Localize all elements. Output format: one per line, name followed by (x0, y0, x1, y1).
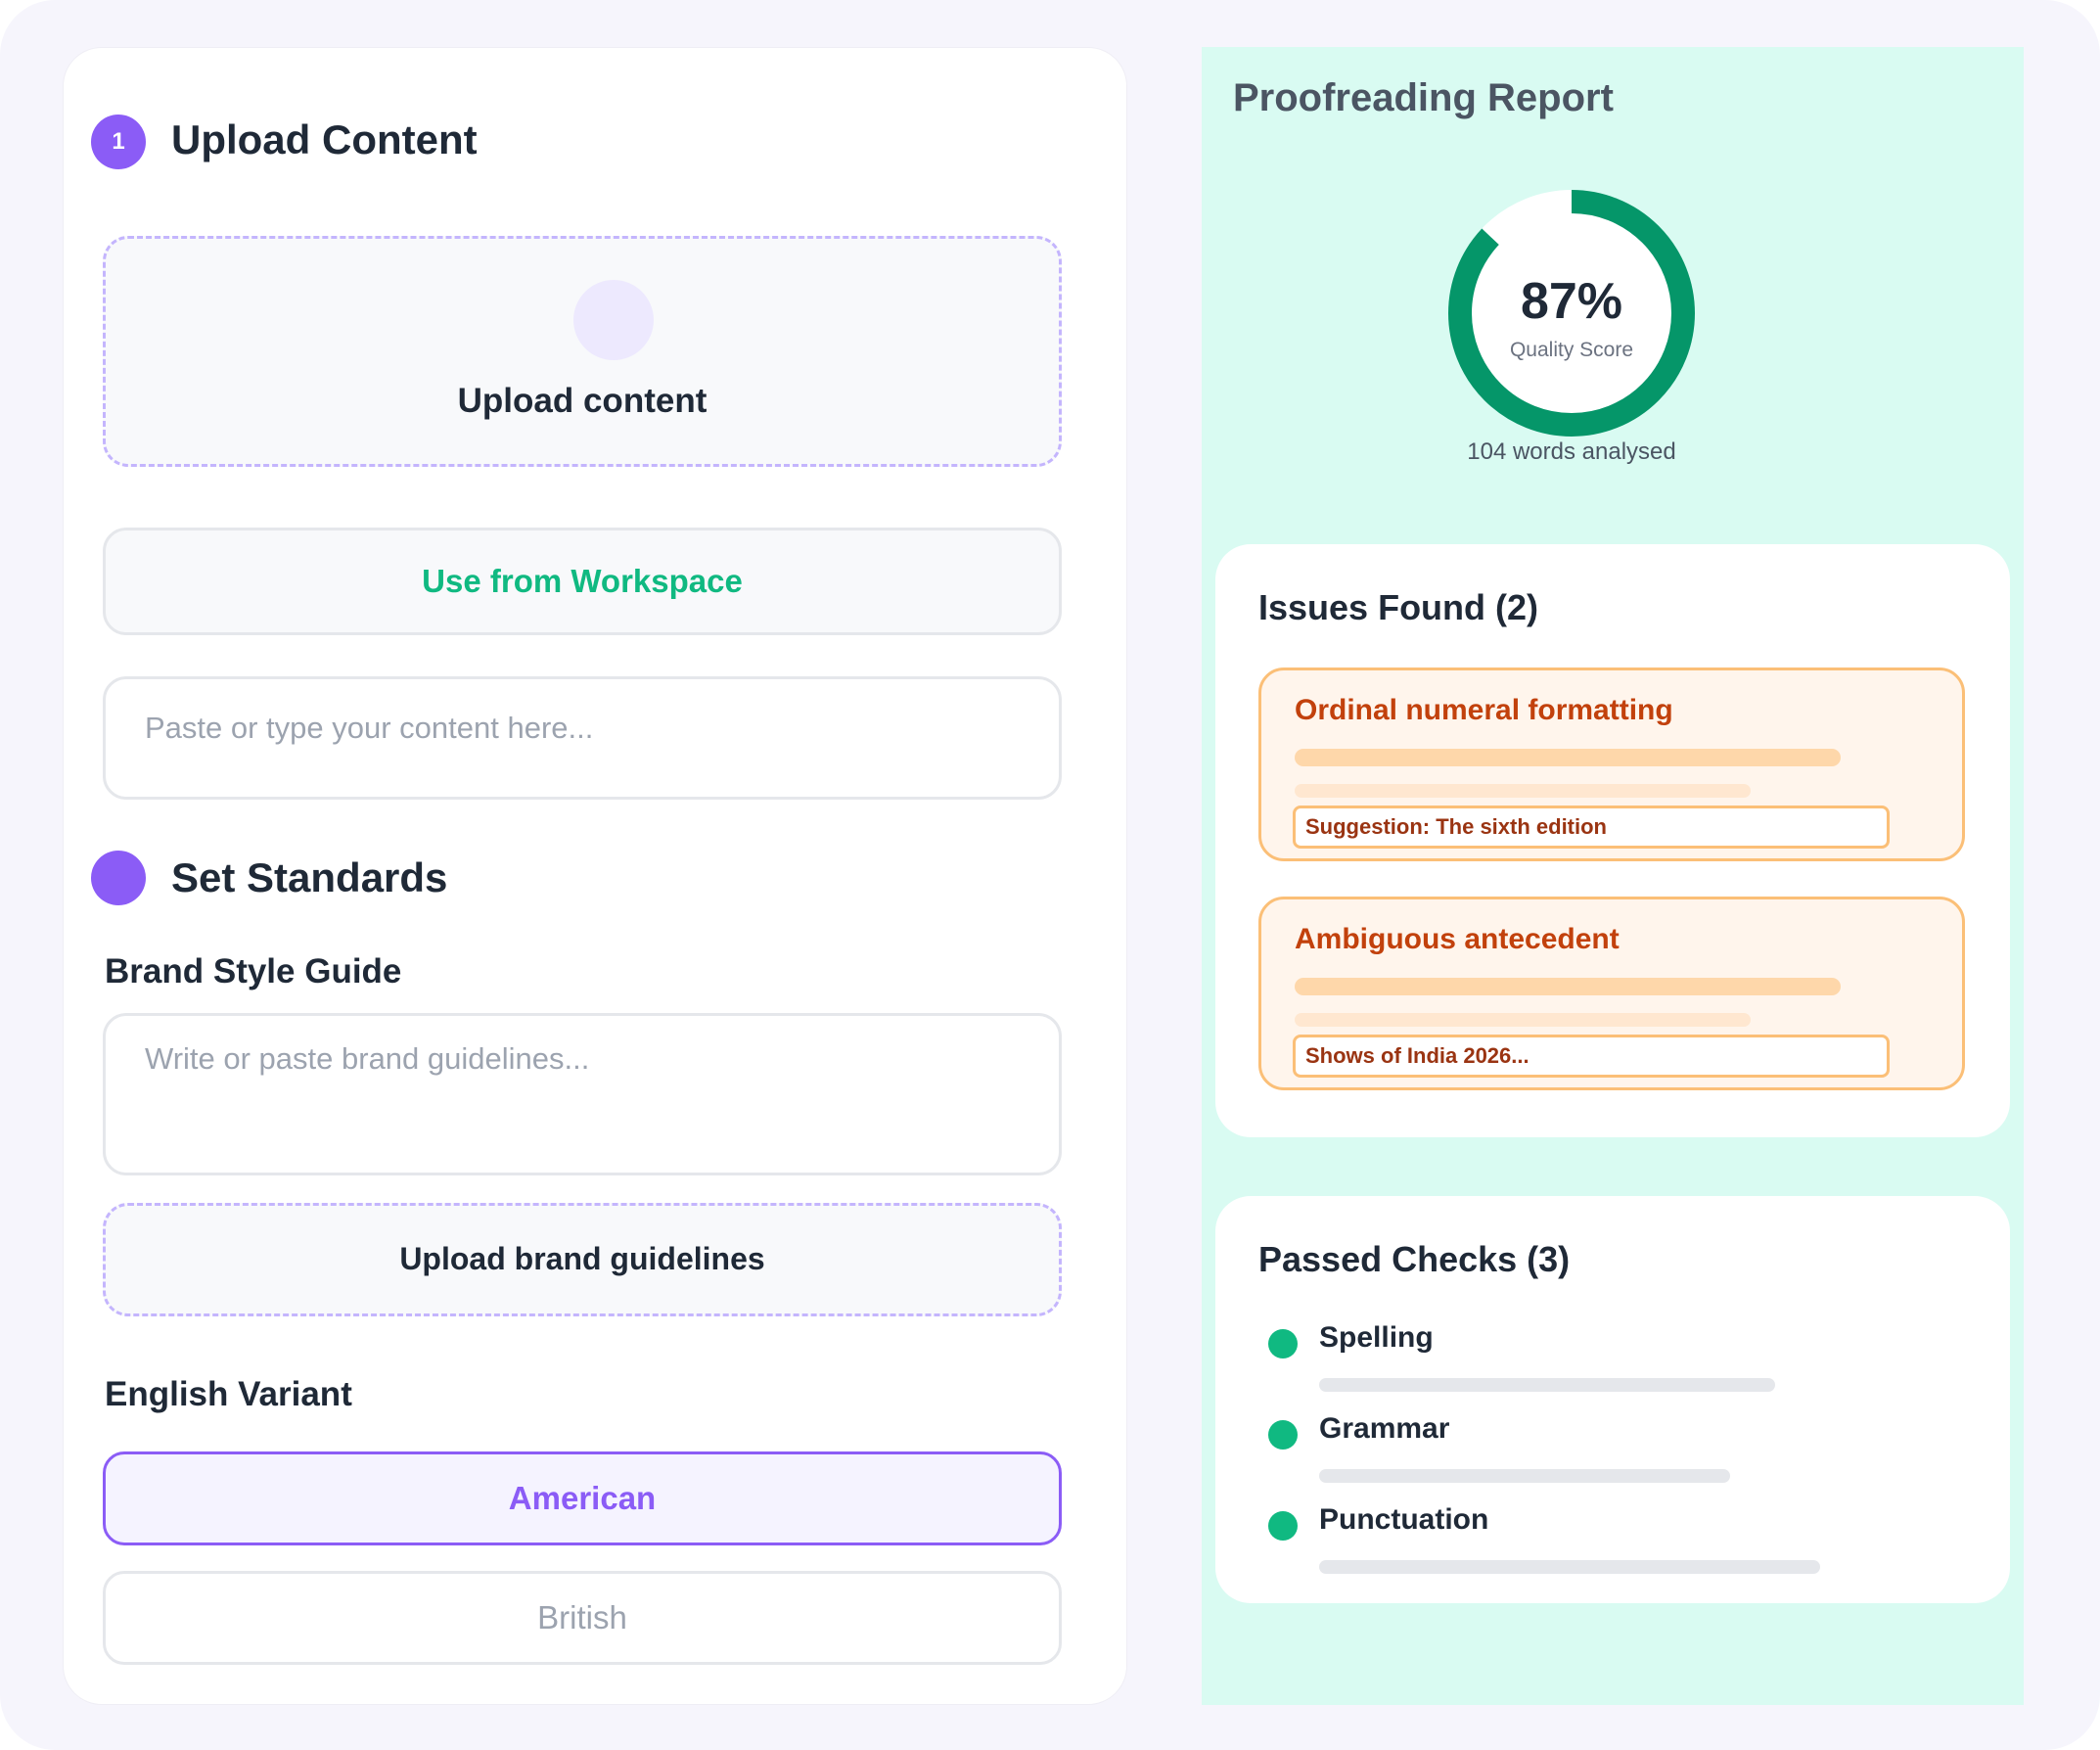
english-variant-label: English Variant (105, 1375, 352, 1413)
issue-suggestion[interactable]: Suggestion: The sixth edition (1293, 806, 1890, 849)
issues-card: Issues Found (2) Ordinal numeral formatt… (1215, 544, 2010, 1137)
brand-guidelines-input[interactable]: Write or paste brand guidelines... (103, 1013, 1062, 1175)
passed-checks-card: Passed Checks (3) Spelling Grammar Punct… (1215, 1196, 2010, 1603)
upload-brand-guidelines-label: Upload brand guidelines (399, 1241, 765, 1276)
brand-guidelines-dropzone[interactable]: Upload brand guidelines (103, 1203, 1062, 1316)
step-1-badge: 1 (91, 115, 146, 169)
brand-guidelines-placeholder: Write or paste brand guidelines... (145, 1041, 590, 1076)
content-input[interactable]: Paste or type your content here... (103, 676, 1062, 800)
report-title: Proofreading Report (1233, 76, 1614, 119)
step-2-badge (91, 851, 146, 905)
content-dropzone[interactable]: Upload content (103, 236, 1062, 467)
issue-text-placeholder (1295, 784, 1751, 798)
brand-style-guide-label: Brand Style Guide (105, 952, 402, 990)
input-panel: 1 Upload Content Upload content Use from… (63, 47, 1127, 1705)
issue-suggestion[interactable]: Shows of India 2026... (1293, 1035, 1890, 1078)
check-label: Punctuation (1319, 1503, 1489, 1536)
check-text-placeholder (1319, 1469, 1730, 1483)
check-icon (1268, 1329, 1298, 1359)
words-analysed: 104 words analysed (1467, 438, 1676, 465)
quality-score-value: 87% (1520, 273, 1623, 330)
upload-icon (573, 280, 654, 360)
issue-item[interactable]: Ordinal numeral formatting Suggestion: T… (1258, 668, 1965, 861)
quality-score-ring (1448, 190, 1695, 437)
check-icon (1268, 1511, 1298, 1541)
dropzone-label: Upload content (457, 382, 708, 420)
set-standards-title: Set Standards (171, 854, 448, 900)
variant-american-option[interactable]: American (103, 1451, 1062, 1545)
content-input-placeholder: Paste or type your content here... (145, 711, 594, 745)
upload-content-title: Upload Content (171, 116, 478, 162)
issues-title: Issues Found (2) (1258, 587, 1539, 627)
passed-checks-title: Passed Checks (3) (1258, 1239, 1571, 1279)
report-panel: Proofreading Report 87% Quality Score 10… (1202, 47, 2024, 1705)
issue-text-placeholder (1295, 1013, 1751, 1027)
issue-title: Ambiguous antecedent (1295, 923, 1620, 955)
use-from-workspace-button[interactable]: Use from Workspace (103, 528, 1062, 635)
issue-item[interactable]: Ambiguous antecedent Shows of India 2026… (1258, 897, 1965, 1090)
issue-text-placeholder (1295, 978, 1841, 995)
issue-title: Ordinal numeral formatting (1295, 694, 1673, 726)
check-label: Spelling (1319, 1321, 1434, 1354)
quality-score-label: Quality Score (1509, 339, 1634, 361)
check-icon (1268, 1420, 1298, 1450)
quality-score-gauge: 87% Quality Score (1444, 186, 1699, 440)
check-label: Grammar (1319, 1412, 1450, 1445)
issue-text-placeholder (1295, 749, 1841, 766)
variant-british-option[interactable]: British (103, 1571, 1062, 1665)
check-text-placeholder (1319, 1560, 1820, 1574)
check-text-placeholder (1319, 1378, 1775, 1392)
